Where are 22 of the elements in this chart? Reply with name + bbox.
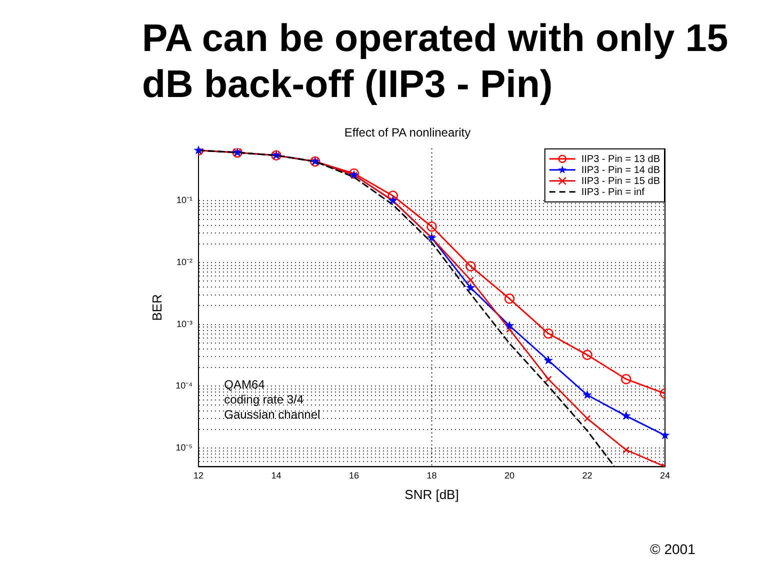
x-tick-label: 12	[193, 470, 204, 480]
legend-label: IIP3 - Pin = 15 dB	[581, 176, 660, 188]
chart-title: PA can be operated with only 15 dB back-off (IIP3 - Pin)	[142, 16, 730, 108]
x-tick-label: 16	[348, 470, 359, 480]
legend-label: IIP3 - Pin = 13 dB	[581, 154, 660, 166]
x-tick-label: 22	[582, 470, 592, 480]
x-tick-label: 18	[426, 470, 437, 480]
x-axis-title: SNR [dB]	[404, 486, 459, 502]
text: © 2001	[650, 541, 696, 557]
x-tick-label: 14	[271, 470, 282, 480]
legend-label: IIP3 - Pin = 14 dB	[581, 165, 660, 176]
legend-label: IIP3 - Pin = inf	[581, 187, 645, 198]
y-tick-label: 10⁻¹	[176, 195, 192, 206]
y-tick-label: 10⁻²	[176, 256, 192, 267]
y-axis-title: BER	[149, 294, 164, 321]
x-tick-label: 24	[660, 470, 670, 480]
y-tick-label: 10⁻⁵	[176, 442, 193, 452]
annotation: QAM64 coding rate 3/4 Gaussian channel	[224, 377, 320, 422]
y-tick-label: 10⁻³	[176, 318, 192, 329]
chart-subtitle: Effect of PA nonlinearity	[344, 126, 471, 140]
x-tick-label: 20	[504, 470, 514, 480]
y-tick-label: 10⁻⁴	[176, 380, 193, 391]
